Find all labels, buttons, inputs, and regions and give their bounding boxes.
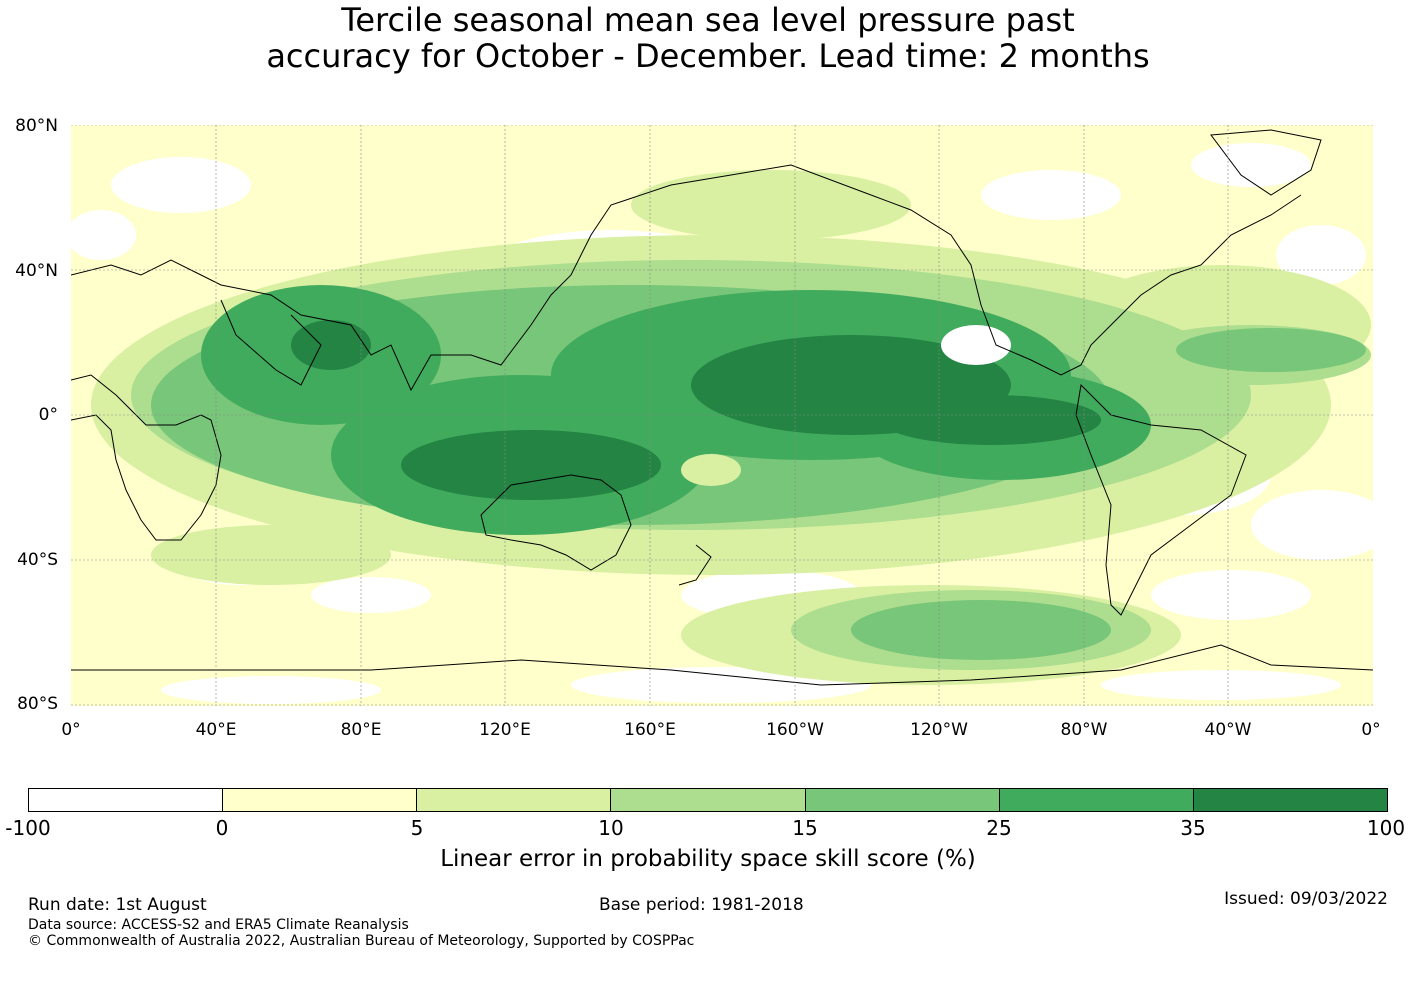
base-period: Base period: 1981-2018 bbox=[599, 895, 804, 915]
lon-label-120e: 120°E bbox=[479, 720, 531, 740]
lat-label-80s: 80°S bbox=[17, 694, 58, 714]
run-date: Run date: 1st August bbox=[28, 895, 207, 915]
colorbar bbox=[28, 788, 1388, 812]
map-gridlines bbox=[71, 125, 1373, 706]
lon-label-0-east: 0° bbox=[1361, 720, 1381, 740]
title-line-1: Tercile seasonal mean sea level pressure… bbox=[341, 1, 1075, 39]
colorbar-segment-10-15 bbox=[611, 789, 806, 811]
colorbar-tick-10: 10 bbox=[598, 816, 624, 840]
colorbar-segment-5-10 bbox=[417, 789, 612, 811]
issued-date: Issued: 09/03/2022 bbox=[1224, 889, 1388, 909]
colorbar-tick-100: 100 bbox=[1366, 816, 1406, 840]
data-source: Data source: ACCESS-S2 and ERA5 Climate … bbox=[28, 917, 409, 933]
lon-label-40e: 40°E bbox=[195, 720, 237, 740]
colorbar-tick-35: 35 bbox=[1180, 816, 1206, 840]
skill-score-map bbox=[71, 125, 1373, 706]
map-title: Tercile seasonal mean sea level pressure… bbox=[0, 2, 1416, 74]
map-canvas bbox=[71, 125, 1373, 706]
colorbar-tick-25: 25 bbox=[986, 816, 1012, 840]
colorbar-title: Linear error in probability space skill … bbox=[440, 846, 976, 872]
lon-label-120w: 120°W bbox=[910, 720, 968, 740]
weak-patch-pacific bbox=[681, 454, 741, 486]
lon-label-0-west: 0° bbox=[61, 720, 81, 740]
colorbar-tick-neg100: -100 bbox=[5, 816, 51, 840]
lat-label-equator: 0° bbox=[38, 405, 58, 425]
skill-35-100-band bbox=[291, 320, 1101, 500]
coastlines bbox=[71, 129, 1373, 686]
colorbar-segment-25-35 bbox=[999, 789, 1194, 811]
title-line-2: accuracy for October - December. Lead ti… bbox=[266, 37, 1150, 75]
colorbar-segment-35-100 bbox=[1193, 789, 1387, 811]
colorbar-tick-15: 15 bbox=[792, 816, 818, 840]
lon-label-80w: 80°W bbox=[1060, 720, 1108, 740]
colorbar-segment-15-25 bbox=[805, 789, 1000, 811]
colorbar-segment-0-5 bbox=[223, 789, 418, 811]
negative-patch-east-pacific bbox=[941, 325, 1011, 365]
colorbar-tick-0: 0 bbox=[215, 816, 229, 840]
copyright: © Commonwealth of Australia 2022, Austra… bbox=[28, 933, 695, 949]
lat-label-80n: 80°N bbox=[15, 116, 58, 136]
colorbar-segment-neg100-0 bbox=[29, 789, 224, 811]
colorbar-tick-5: 5 bbox=[410, 816, 424, 840]
lon-label-160e: 160°E bbox=[624, 720, 676, 740]
lon-label-40w: 40°W bbox=[1204, 720, 1252, 740]
lat-label-40n: 40°N bbox=[15, 261, 58, 281]
lon-label-80e: 80°E bbox=[340, 720, 382, 740]
lat-label-40s: 40°S bbox=[17, 550, 58, 570]
lon-label-160w: 160°W bbox=[766, 720, 824, 740]
